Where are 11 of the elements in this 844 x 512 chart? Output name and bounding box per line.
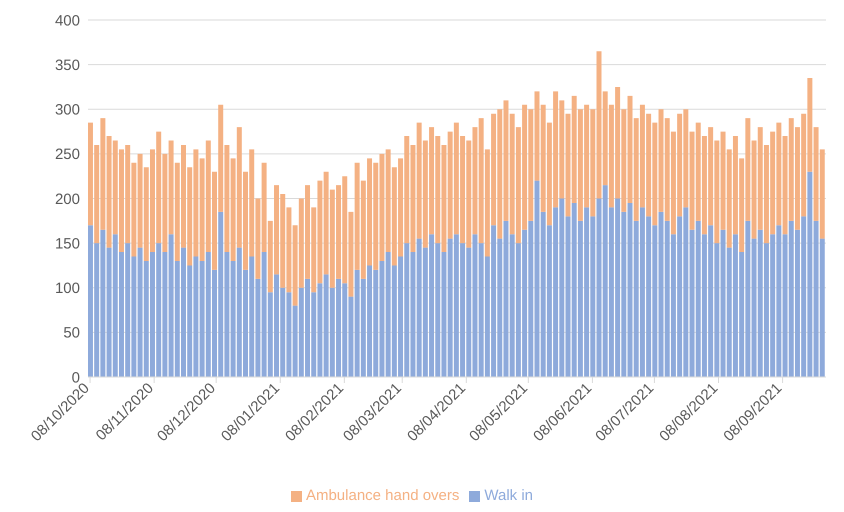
y-tick-label: 0 [72, 369, 80, 386]
y-tick-label: 350 [54, 56, 80, 74]
legend-label: Ambulance hand overs [306, 487, 460, 504]
y-tick-label: 300 [54, 102, 80, 119]
legend-label: Walk in [484, 487, 534, 504]
y-tick-label: 400 [54, 12, 80, 30]
y-tick-label: 200 [54, 190, 80, 208]
y-tick-label: 150 [54, 235, 80, 252]
y-tick-label: 250 [54, 146, 80, 164]
y-tick-label: 100 [54, 280, 80, 298]
y-tick-label: 50 [63, 324, 80, 342]
